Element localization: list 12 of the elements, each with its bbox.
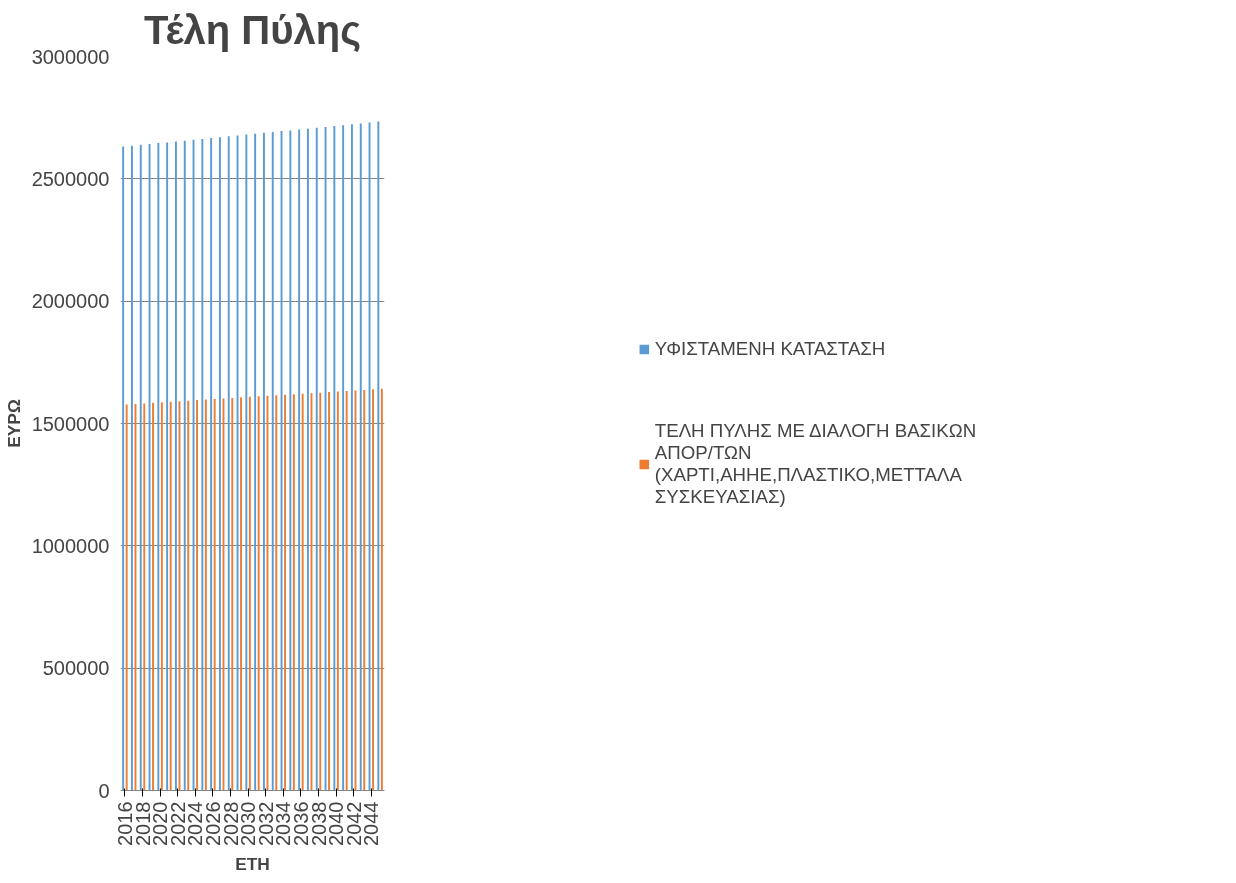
y-tick-label: 1500000 (31, 412, 110, 435)
y-tick-label: 2000000 (31, 290, 110, 313)
legend-label: ΤΕΛΗ ΠΥΛΗΣ ΜΕ ΔΙΑΛΟΓΗ ΒΑΣΙΚΩΝ ΑΠΟΡ/ΤΩΝ (ΧΑΡΤΙ,ΑΗΗΕ,ΠΛΑΣΤΙΚΟ,ΜΕΤΤΑΛΑ ΣΥΣΚΕΥΑΣΙΑΣ) (654, 420, 977, 508)
y-tick-label: 1000000 (31, 534, 110, 557)
y-tick-label: 3000000 (31, 45, 110, 68)
legend-label: ΥΦΙΣΤΑΜΕΝΗ ΚΑΤΑΣΤΑΣΗ (654, 338, 886, 360)
y-tick-label: 500000 (42, 657, 110, 680)
x-axis-title: ΕΤΗ (235, 853, 270, 874)
y-tick-label: 2500000 (31, 167, 110, 190)
chart-title: Τέλη Πύλης (144, 7, 361, 53)
y-axis-title: ΕΥΡΩ (3, 399, 24, 448)
y-tick-label: 0 (98, 779, 110, 802)
